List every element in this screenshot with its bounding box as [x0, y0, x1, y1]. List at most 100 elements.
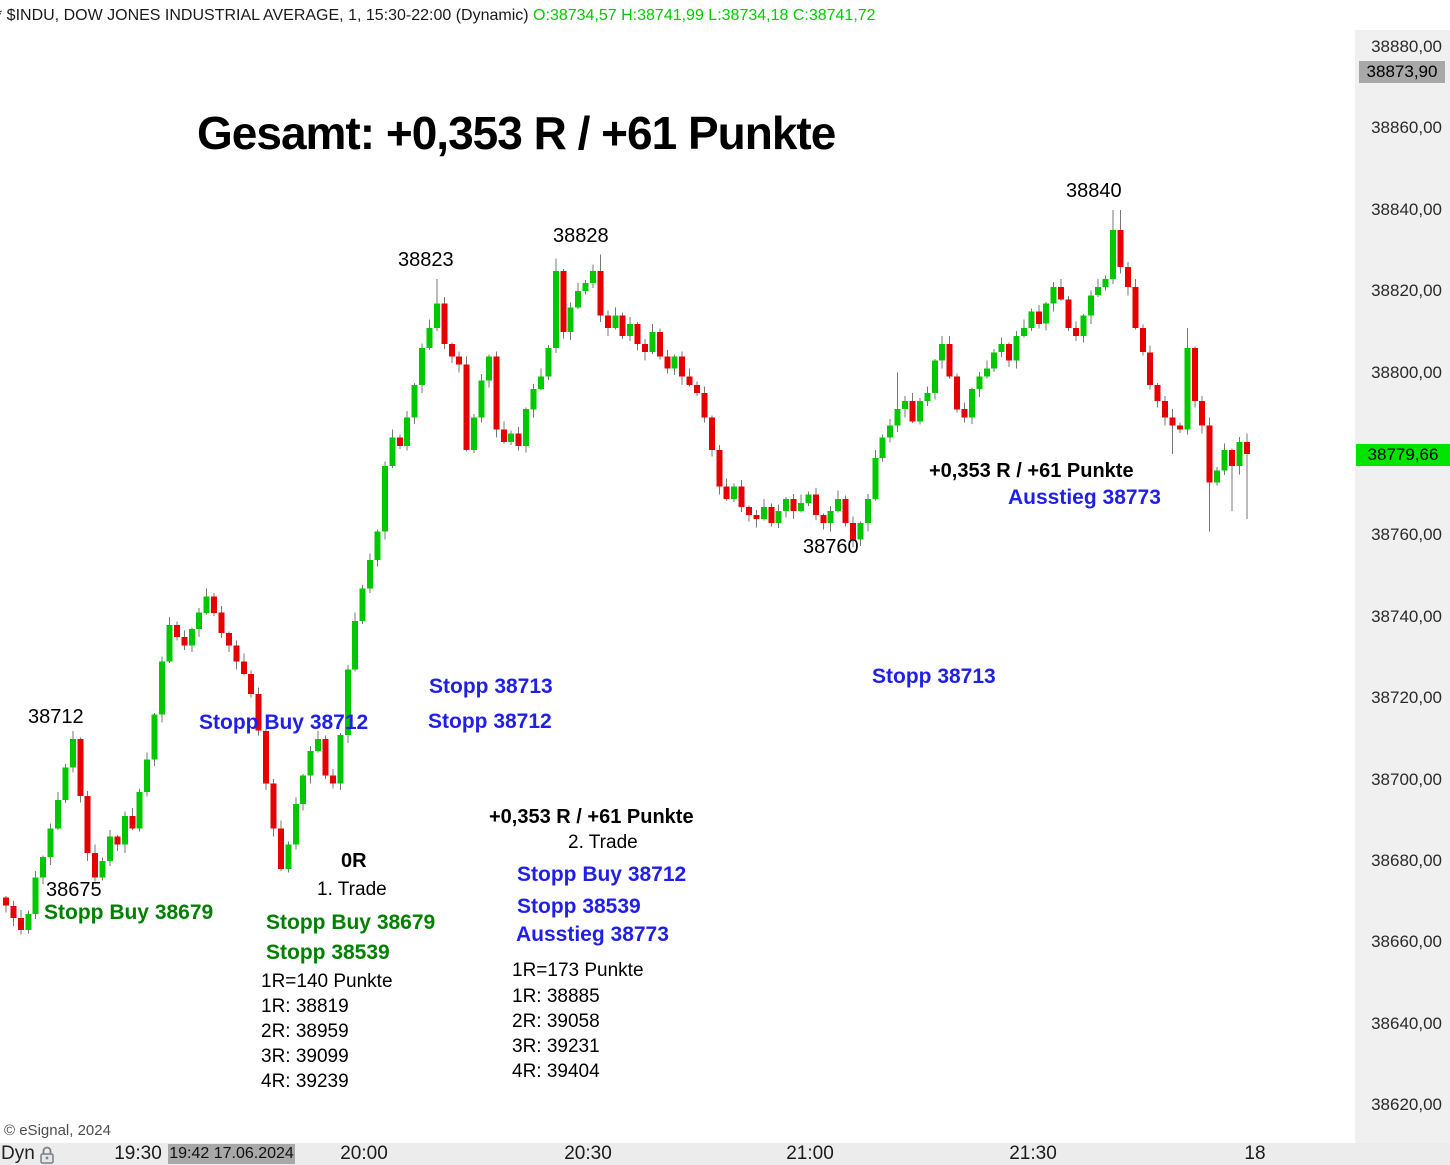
chart-plot-area[interactable]: * $INDU, DOW JONES INDUSTRIAL AVERAGE, 1… [0, 0, 1355, 1143]
dyn-label: Dyn [1, 1143, 35, 1164]
candlestick-series [3, 209, 1250, 935]
candle-down [270, 783, 277, 829]
candle-down [181, 637, 188, 646]
candle-up [1102, 279, 1109, 288]
candle-up [359, 588, 366, 621]
candle-up [121, 816, 128, 845]
candle-up [575, 291, 582, 308]
candle-down [820, 515, 827, 524]
chart-annotation: 1R: 38819 [261, 996, 349, 1017]
candle-up [760, 506, 767, 520]
candle-down [441, 303, 448, 345]
chart-annotation: Stopp Buy 38712 [517, 863, 687, 886]
candle-down [954, 376, 960, 410]
candle-down [1006, 344, 1012, 361]
chart-annotation: Stopp Buy 38679 [44, 901, 214, 924]
chart-annotation: Stopp Buy 38712 [199, 711, 369, 734]
last-price-badge: 38779,66 [1356, 444, 1450, 467]
candle-down [240, 661, 247, 674]
chart-annotation: 38712 [28, 706, 84, 728]
candle-down [322, 738, 329, 776]
candle-up [731, 486, 738, 499]
candle-up [879, 437, 886, 459]
price-tick-label: 38840,00 [1371, 199, 1442, 219]
candle-up [1028, 311, 1035, 328]
price-tick-label: 38660,00 [1371, 932, 1442, 952]
candle-up [545, 348, 552, 377]
candle-up [25, 913, 32, 931]
candle-up [991, 352, 998, 369]
candle-up [582, 283, 589, 292]
candle-up [1214, 470, 1221, 483]
candle-up [1110, 230, 1117, 279]
candle-down [211, 596, 217, 613]
time-axis[interactable]: Dyn 19:30 20:00 20:30 21:00 21:30 18 19:42 17… [0, 1143, 1450, 1165]
time-tick-label: 20:30 [564, 1143, 612, 1164]
candle-down [812, 494, 819, 515]
price-tick-label: 38820,00 [1371, 281, 1442, 301]
candle-down [619, 315, 626, 336]
chart-annotation: 0R [341, 850, 367, 872]
candle-up [426, 327, 433, 349]
candle-down [463, 364, 470, 450]
candle-up [196, 612, 203, 629]
candle-up [166, 624, 173, 662]
candle-up [1087, 295, 1094, 316]
candle-down [1124, 266, 1131, 288]
candle-down [1147, 352, 1154, 385]
chart-annotation: 2. Trade [568, 832, 638, 853]
dynamic-session-control[interactable]: Dyn [1, 1143, 55, 1164]
candle-down [1162, 401, 1169, 418]
candle-down [77, 738, 84, 796]
candle-down [850, 523, 856, 540]
candle-up [381, 466, 388, 532]
time-tick-label: 18 [1244, 1143, 1266, 1164]
candle-up [887, 425, 894, 438]
candle-up [136, 791, 143, 829]
candle-down [493, 356, 500, 430]
candle-down [1206, 425, 1213, 483]
candle-up [203, 596, 210, 613]
candle-up [471, 417, 478, 450]
candle-down [3, 897, 9, 906]
candle-up [389, 437, 396, 467]
candle-up [827, 511, 834, 524]
candle-down [753, 515, 760, 520]
lock-icon[interactable] [39, 1145, 55, 1164]
candle-up [627, 323, 634, 336]
time-tick-label: 19:30 [114, 1143, 162, 1164]
candle-up [783, 498, 790, 511]
chart-annotation: Ausstieg 38773 [1008, 486, 1161, 509]
candle-down [1058, 287, 1065, 300]
candle-up [998, 344, 1005, 353]
candle-up [968, 388, 975, 418]
chart-annotation: 1R=140 Punkte [261, 971, 393, 992]
candle-up [62, 767, 69, 800]
candle-down [686, 376, 693, 385]
chart-annotation: 2R: 38959 [261, 1021, 349, 1042]
candle-up [188, 629, 195, 646]
candle-up [151, 714, 158, 760]
chart-annotation: 1. Trade [317, 879, 387, 900]
candle-down [515, 433, 522, 446]
candle-up [344, 669, 351, 735]
chart-annotation: 2R: 39058 [512, 1011, 600, 1032]
candle-up [1221, 449, 1228, 471]
price-axis[interactable]: 38880,00 38860,00 38840,00 38820,00 38800,00… [1355, 30, 1450, 1143]
candle-down [84, 795, 91, 853]
candle-down [597, 270, 604, 316]
candle-up [55, 800, 61, 829]
marker-price-badge: 38873,90 [1359, 60, 1445, 83]
candle-up [478, 380, 485, 418]
time-tick-label: 21:00 [786, 1143, 834, 1164]
candle-down [1176, 425, 1183, 430]
candle-up [315, 738, 322, 752]
candle-up [99, 861, 106, 878]
candle-down [218, 612, 225, 634]
candle-up [352, 620, 359, 670]
candle-up [144, 759, 151, 792]
chart-annotation: Stopp 38713 [872, 665, 996, 688]
candle-down [656, 331, 663, 357]
chart-annotation: Stopp Buy 38679 [266, 911, 436, 934]
